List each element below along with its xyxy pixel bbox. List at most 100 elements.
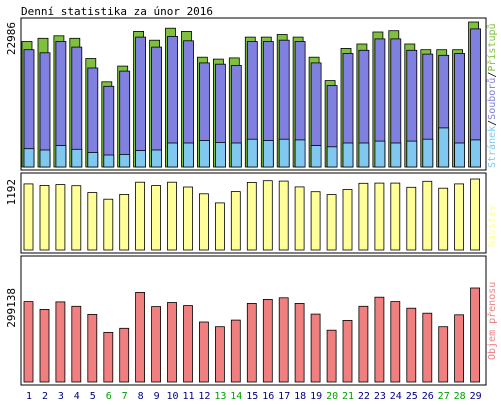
bar-visits-s1-d19 [310, 191, 321, 251]
bar-hits-s3-d18 [294, 139, 306, 168]
bar-visits-s1-d5 [87, 192, 98, 251]
bar-hits-s3-d3 [55, 145, 67, 168]
bar-traffic-s1-d19 [310, 313, 321, 383]
bar-hits-s3-d27 [438, 127, 450, 168]
x-tick-label-15: 15 [246, 391, 258, 402]
bar-traffic-s1-d14 [230, 319, 241, 383]
bar-traffic-s1-d1 [23, 301, 34, 383]
bar-traffic-s1-d26 [422, 312, 433, 383]
bar-visits-s1-d11 [183, 186, 193, 251]
bar-hits-s3-d29 [470, 139, 482, 168]
bar-hits-s3-d12 [198, 140, 210, 168]
bar-traffic-s1-d28 [454, 314, 465, 383]
bar-visits-s1-d13 [214, 202, 225, 251]
bar-traffic-s1-d20 [326, 329, 337, 383]
bar-traffic-s1-d29 [470, 287, 481, 383]
y-max-label-visits: 1192 [5, 179, 18, 206]
x-tick-label-18: 18 [294, 391, 306, 402]
bar-hits-s3-d22 [358, 142, 370, 168]
bar-visits-s1-d15 [246, 181, 257, 251]
bar-visits-s1-d26 [422, 180, 433, 251]
bar-visits-s1-d17 [278, 180, 289, 251]
bar-hits-s3-d25 [406, 140, 418, 168]
bar-visits-s1-d7 [119, 193, 130, 251]
bar-traffic-s1-d24 [390, 301, 401, 383]
x-tick-label-17: 17 [278, 391, 290, 402]
x-tick-label-3: 3 [58, 391, 64, 402]
y-max-label-hits: 22986 [5, 22, 18, 55]
bar-hits-s3-d4 [71, 148, 83, 168]
bar-visits-s1-d6 [103, 198, 114, 251]
bar-visits-s1-d29 [470, 178, 481, 251]
bar-hits-s3-d5 [87, 152, 99, 168]
bar-hits-s3-d9 [151, 149, 163, 168]
bar-hits-s3-d15 [246, 138, 258, 168]
bar-visits-s1-d27 [438, 187, 449, 251]
bar-visits-s1-d10 [167, 181, 177, 251]
legend-text-visits: Návštěv [486, 205, 498, 247]
x-tick-label-23: 23 [374, 391, 386, 402]
bar-hits-s3-d8 [135, 150, 147, 168]
bar-hits-s3-d11 [183, 142, 194, 168]
x-tick-label-29: 29 [470, 391, 482, 402]
x-tick-label-21: 21 [342, 391, 354, 402]
panel-visits: 1192 Návštěv [5, 172, 498, 254]
bar-traffic-s1-d25 [406, 307, 417, 383]
legend-traffic: Objem přenosu [486, 282, 498, 360]
legend-entry-traffic-1: Objem přenosu [486, 282, 498, 360]
series-traffic-1 [23, 287, 481, 383]
series-visits-1 [23, 178, 481, 251]
series-hits-3 [23, 127, 482, 168]
x-tick-label-25: 25 [406, 391, 418, 402]
bar-traffic-s1-d2 [39, 308, 50, 383]
bar-visits-s1-d28 [454, 183, 465, 251]
bar-visits-s1-d16 [262, 180, 273, 251]
bar-hits-s3-d7 [119, 153, 131, 168]
bar-visits-s1-d2 [39, 184, 50, 251]
x-tick-label-27: 27 [438, 391, 450, 402]
legend-entry-hits-3: Přístupů [486, 23, 498, 71]
bar-visits-s1-d22 [358, 182, 369, 251]
x-tick-label-10: 10 [166, 391, 178, 402]
x-tick-label-16: 16 [262, 391, 274, 402]
bar-visits-s1-d24 [390, 182, 401, 251]
bar-hits-s3-d13 [214, 141, 226, 168]
bar-hits-s3-d16 [262, 140, 274, 168]
x-tick-label-28: 28 [454, 391, 466, 402]
panels-layer: 22986 Stránek/Souborů/Přístupů 1192 Návštěv… [5, 17, 498, 386]
x-tick-label-14: 14 [230, 391, 242, 402]
bar-hits-s3-d24 [390, 142, 402, 168]
legend-hits: Stránek/Souborů/Přístupů [486, 23, 498, 168]
bar-hits-s3-d17 [278, 138, 290, 168]
bar-traffic-s1-d6 [103, 331, 114, 383]
x-tick-label-6: 6 [106, 391, 112, 402]
bar-traffic-s1-d17 [278, 297, 289, 383]
x-tick-label-4: 4 [74, 391, 80, 402]
x-tick-label-12: 12 [198, 391, 210, 402]
x-tick-label-13: 13 [214, 391, 226, 402]
bar-traffic-s1-d12 [198, 321, 209, 383]
series-hits-2 [23, 28, 482, 168]
x-tick-label-9: 9 [154, 391, 160, 402]
bar-visits-s1-d21 [342, 189, 353, 251]
legend-text-hits: Stránek/Souborů/Přístupů [486, 23, 498, 168]
panel-hits: 22986 Stránek/Souborů/Přístupů [5, 17, 498, 171]
bar-hits-s3-d10 [167, 142, 178, 168]
bar-traffic-s1-d8 [135, 291, 146, 383]
chart-title: Denní statistika za únor 2016 [21, 5, 213, 18]
bar-traffic-s1-d13 [214, 326, 225, 383]
legend-entry-hits-1: Stránek [486, 126, 498, 168]
bar-hits-s3-d19 [310, 145, 322, 168]
bar-traffic-s1-d11 [183, 305, 193, 383]
bar-visits-s1-d1 [23, 183, 34, 251]
x-tick-label-8: 8 [138, 391, 144, 402]
legend-text-traffic: Objem přenosu [486, 282, 498, 360]
x-tick-label-22: 22 [358, 391, 370, 402]
bar-visits-s1-d25 [406, 186, 417, 251]
bar-hits-s2-d8 [135, 36, 147, 168]
bar-visits-s1-d18 [294, 186, 305, 251]
bar-traffic-s1-d27 [438, 326, 449, 383]
bar-hits-s3-d6 [103, 154, 115, 168]
bar-hits-s3-d23 [374, 140, 386, 168]
